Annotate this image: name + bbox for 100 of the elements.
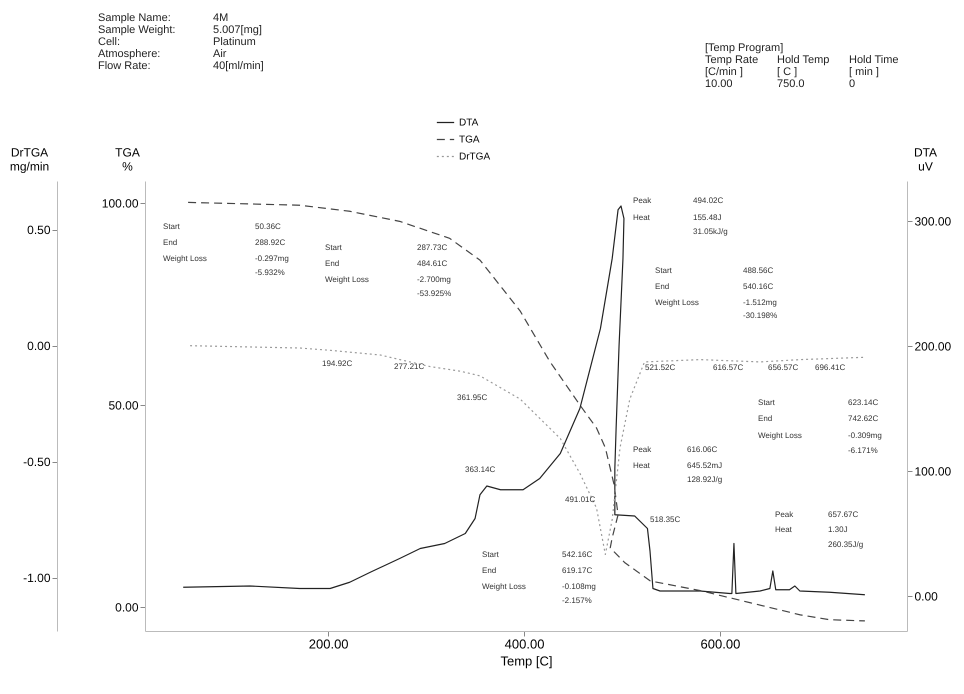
annotation: 494.02C xyxy=(693,196,724,205)
y3-tick-label: 0.00 xyxy=(27,339,51,354)
annotation: 361.95C xyxy=(457,393,488,402)
y2-tick-label: 300.00 xyxy=(914,214,952,228)
annotation: Start xyxy=(325,243,343,252)
annotation: 128.92J/g xyxy=(687,475,722,484)
annotation: 696.41C xyxy=(815,363,846,372)
annotation: -53.925% xyxy=(417,289,452,298)
y-tick-label: 50.00 xyxy=(108,398,139,412)
annotation: 288.92C xyxy=(255,238,286,247)
annotation: 623.14C xyxy=(848,398,878,407)
annotation: 277.21C xyxy=(394,362,424,371)
y3-tick-label: -1.00 xyxy=(23,571,51,586)
annotation: 657.67C xyxy=(828,510,858,519)
annotation: Weight Loss xyxy=(655,298,699,307)
annotation: 521.52C xyxy=(645,363,676,372)
annotation: 619.17C xyxy=(562,566,592,575)
annotation: 155.48J xyxy=(693,213,722,222)
annotation: -1.512mg xyxy=(743,298,777,307)
text: Hold Temp xyxy=(777,54,830,66)
text: 5.007[mg] xyxy=(213,24,263,36)
annotation: 656.57C xyxy=(768,363,798,372)
text: 750.0 xyxy=(777,78,806,90)
text: Air xyxy=(213,48,228,60)
annotation: -2.700mg xyxy=(417,275,451,284)
annotation: 542.16C xyxy=(562,550,592,559)
y2-tick-label: 100.00 xyxy=(914,464,952,478)
annotation: Heat xyxy=(633,213,651,222)
annotation: -0.297mg xyxy=(255,254,289,263)
text: Flow Rate: xyxy=(98,60,152,72)
text: [ C ] xyxy=(777,66,798,78)
annotation: Peak xyxy=(775,510,794,519)
y3-tick-label: -0.50 xyxy=(23,455,51,470)
annotation: Start xyxy=(163,222,181,231)
annotation: Start xyxy=(758,398,776,407)
text: Cell: xyxy=(98,36,122,48)
annotation: -0.309mg xyxy=(848,431,882,440)
annotation: End xyxy=(163,238,178,247)
x-tick-label: 600.00 xyxy=(700,636,740,652)
text: Hold Time xyxy=(849,54,899,66)
y2-axis-title: DTA uV xyxy=(914,146,938,174)
x-tick-label: 200.00 xyxy=(308,636,349,652)
y2-tick-label: 200.00 xyxy=(914,340,952,354)
annotation: -2.157% xyxy=(562,596,592,605)
text: Atmosphere: xyxy=(98,48,162,60)
text: 4M xyxy=(213,12,230,24)
text: Sample Name: xyxy=(98,12,172,24)
annotation: Start xyxy=(655,266,673,275)
y-axis-title: TGA % xyxy=(115,146,140,174)
annotation: Weight Loss xyxy=(482,582,526,591)
text: [ min ] xyxy=(849,66,880,78)
annotation: Weight Loss xyxy=(758,431,802,440)
y-tick-label: 0.00 xyxy=(115,600,139,614)
annotation: 363.14C xyxy=(465,465,496,474)
annotation: Heat xyxy=(775,525,793,534)
annotation: 616.06C xyxy=(687,445,718,454)
text: 40[ml/min] xyxy=(213,60,264,72)
annotation: Peak xyxy=(633,196,652,205)
y-tick-label: 100.00 xyxy=(102,196,139,211)
text: Sample Weight: xyxy=(98,24,176,36)
annotation: Weight Loss xyxy=(163,254,207,263)
annotation: -30.198% xyxy=(743,311,778,320)
annotation: End xyxy=(655,282,670,291)
annotation: 50.36C xyxy=(255,222,282,231)
y3-tick-label: 0.50 xyxy=(27,223,51,238)
annotation: 645.52mJ xyxy=(687,461,722,470)
annotation: 194.92C xyxy=(322,359,352,368)
y2-tick-label: 0.00 xyxy=(914,590,938,604)
text: Platinum xyxy=(213,36,257,48)
legend-label: TGA xyxy=(459,134,480,146)
annotation: 616.57C xyxy=(713,363,744,372)
annotation: End xyxy=(325,259,340,268)
annotation: End xyxy=(482,566,496,575)
annotation: -0.108mg xyxy=(562,582,596,591)
annotation: 287.73C xyxy=(417,243,448,252)
text: [C/min ] xyxy=(705,66,744,78)
annotation: 540.16C xyxy=(743,282,774,291)
text: [Temp Program] xyxy=(705,42,784,54)
annotation: End xyxy=(758,414,772,423)
x-axis-title: Temp [C] xyxy=(500,654,553,668)
annotation: 491.01C xyxy=(565,495,596,504)
x-tick-label: 400.00 xyxy=(504,636,544,652)
y3-axis-title: DrTGA mg/min xyxy=(10,146,50,174)
annotation: 742.62C xyxy=(848,414,878,423)
annotation: 260.35J/g xyxy=(828,540,864,549)
annotation: Heat xyxy=(633,461,651,470)
annotation: Peak xyxy=(633,445,652,454)
annotation: 484.61C xyxy=(417,259,448,268)
text: 10.00 xyxy=(705,78,734,90)
annotation: Start xyxy=(482,550,500,559)
annotation: -6.171% xyxy=(848,446,878,455)
legend-label: DrTGA xyxy=(459,152,490,162)
annotation: -5.932% xyxy=(255,268,285,277)
text: 0 xyxy=(849,78,856,90)
legend-label: DTA xyxy=(459,118,479,128)
annotation: 31.05kJ/g xyxy=(693,227,728,236)
annotation: 1.30J xyxy=(828,525,848,534)
annotation: Weight Loss xyxy=(325,275,369,284)
annotation: 488.56C xyxy=(743,266,774,275)
text: Temp Rate xyxy=(705,54,760,66)
